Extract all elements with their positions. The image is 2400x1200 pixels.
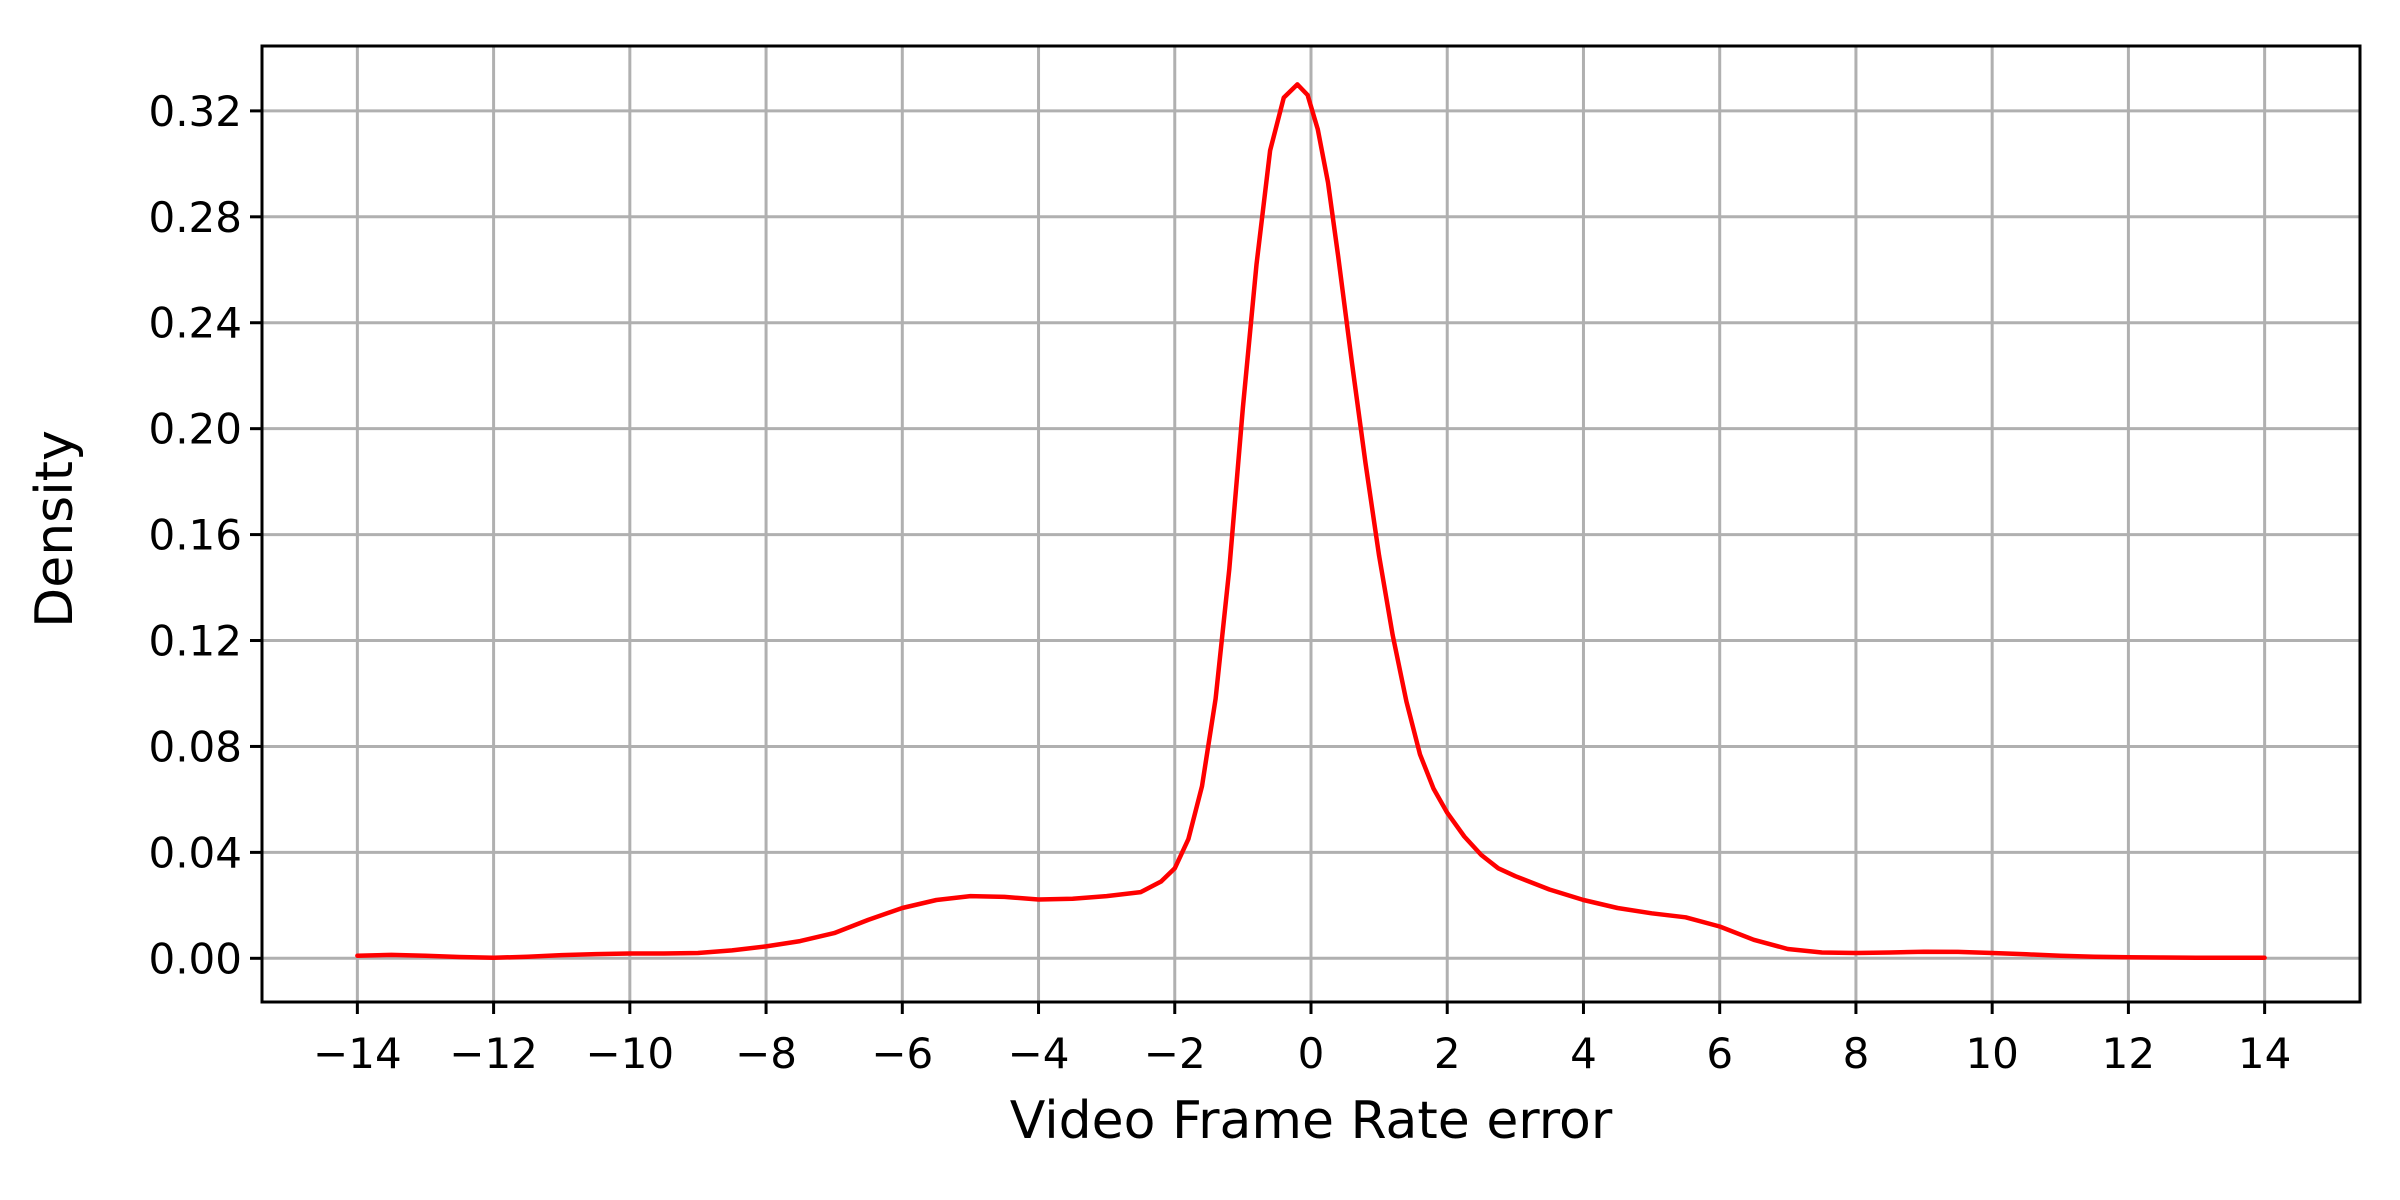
- y-tick-label: 0.08: [148, 722, 242, 771]
- x-tick-label: −8: [735, 1029, 797, 1078]
- x-tick-label: 4: [1570, 1029, 1597, 1078]
- x-tick-label: 2: [1434, 1029, 1461, 1078]
- tick-layer: [250, 109, 2267, 1014]
- y-tick-label: 0.00: [148, 934, 242, 983]
- y-tick-label: 0.24: [148, 299, 242, 348]
- x-tick-label: 14: [2238, 1029, 2291, 1078]
- y-tick-label: 0.04: [148, 828, 242, 877]
- x-tick-label: −6: [871, 1029, 933, 1078]
- x-tick-label: −4: [1008, 1029, 1070, 1078]
- x-axis-title: Video Frame Rate error: [1010, 1091, 1613, 1151]
- x-tick-label: 12: [2102, 1029, 2155, 1078]
- x-tick-label: −10: [586, 1029, 675, 1078]
- y-tick-label: 0.20: [148, 405, 242, 454]
- y-tick-label: 0.32: [148, 87, 242, 136]
- y-tick-label: 0.28: [148, 193, 242, 242]
- line-layer: [355, 82, 2267, 961]
- x-tick-label: −2: [1144, 1029, 1206, 1078]
- label-layer: −14 −12 −10 −8 −6 −4 −2 0 2 4 6 8 10 12 14 0.00 0.04 0.08…: [148, 87, 2291, 1078]
- x-tick-label: 10: [1965, 1029, 2018, 1078]
- x-tick-label: −14: [313, 1029, 402, 1078]
- x-tick-label: 0: [1298, 1029, 1325, 1078]
- x-tick-label: 8: [1843, 1029, 1870, 1078]
- y-tick-label: 0.12: [148, 617, 242, 666]
- y-tick-label: 0.16: [148, 511, 242, 560]
- density-line: [355, 82, 2267, 961]
- grid-layer: [262, 46, 2360, 1002]
- x-tick-label: 6: [1706, 1029, 1733, 1078]
- x-tick-label: −12: [449, 1029, 538, 1078]
- y-axis-title: Density: [25, 430, 85, 628]
